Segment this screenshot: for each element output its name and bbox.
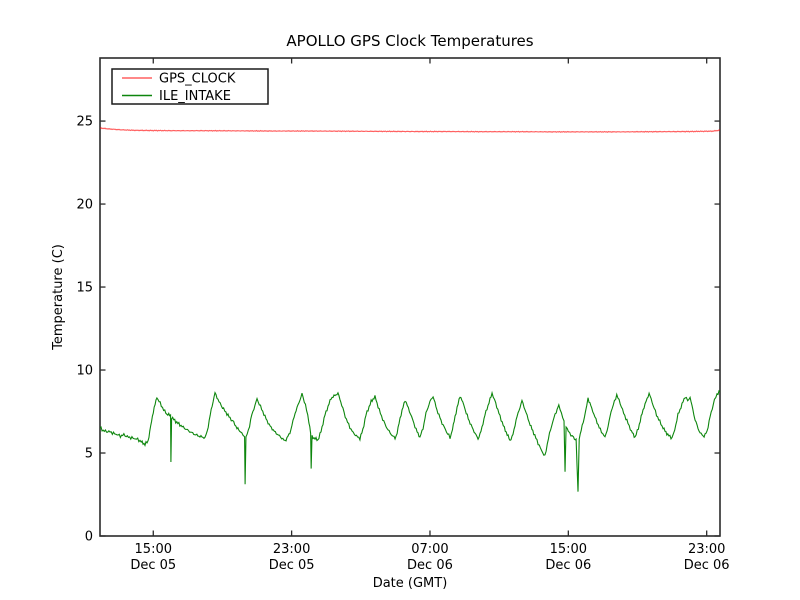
- legend-label-ile-intake: ILE_INTAKE: [159, 89, 231, 104]
- legend-box: [111, 68, 269, 105]
- legend-label-gps-clock: GPS_CLOCK: [159, 72, 236, 87]
- x-axis-label: Date (GMT): [373, 576, 448, 591]
- x-tick-label: 23:00: [688, 542, 725, 557]
- series-line-ile_intake: [99, 389, 721, 492]
- x-tick-label: 07:00: [411, 542, 448, 557]
- axis-ticks: [100, 58, 720, 537]
- y-tick-label: 20: [76, 198, 93, 213]
- y-tick-label: 5: [85, 447, 93, 462]
- chart-title: APOLLO GPS Clock Temperatures: [286, 32, 533, 50]
- x-tick-label: Dec 06: [407, 558, 453, 573]
- y-tick-label: 0: [85, 530, 93, 545]
- y-tick-label: 25: [76, 115, 93, 130]
- y-tick-label: 15: [76, 281, 93, 296]
- x-tick-label: 23:00: [273, 542, 310, 557]
- x-tick-label: 15:00: [135, 542, 172, 557]
- y-axis-label: Temperature (C): [51, 244, 66, 351]
- x-tick-label: Dec 06: [684, 558, 730, 573]
- x-tick-label: 15:00: [550, 542, 587, 557]
- x-tick-label: Dec 06: [545, 558, 591, 573]
- x-tick-label: Dec 05: [130, 558, 176, 573]
- series-line-gps_clock: [99, 127, 721, 133]
- x-tick-label: Dec 05: [269, 558, 315, 573]
- plot-area-frame: [99, 57, 721, 537]
- data-series: [99, 127, 721, 492]
- legend: GPS_CLOCK ILE_INTAKE: [111, 68, 269, 105]
- y-tick-label: 10: [76, 364, 93, 379]
